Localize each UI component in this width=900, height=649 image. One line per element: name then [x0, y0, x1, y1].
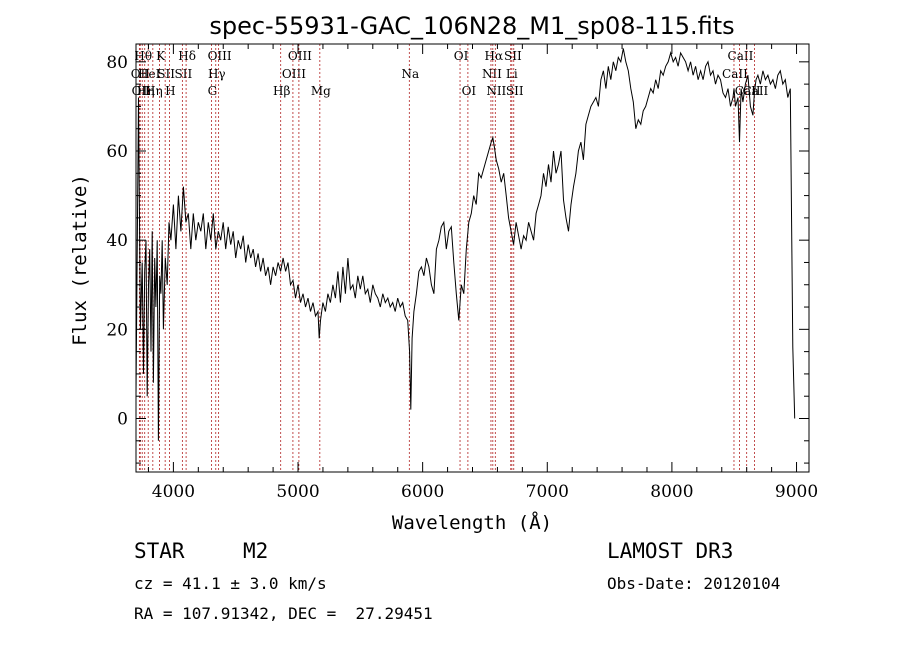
line-label-3: Hη	[137, 84, 155, 98]
x-tick-label-4000: 4000	[152, 482, 195, 502]
line-label-7: SII	[157, 67, 175, 81]
line-label-13: OIII	[208, 49, 232, 63]
redshift-cz: cz = 41.1 ± 3.0 km/s	[134, 574, 327, 593]
y-axis-label: Flux (relative)	[69, 174, 91, 346]
object-class: STAR	[134, 539, 185, 563]
object-subclass: M2	[243, 539, 269, 563]
ra-dec-coordinates: RA = 107.91342, DEC = 27.29451	[134, 604, 433, 623]
y-tick-label-40: 40	[106, 231, 128, 251]
x-tick-label-9000: 9000	[775, 482, 818, 502]
line-label-27: CaII	[722, 67, 748, 81]
line-label-22: Hα	[485, 49, 504, 63]
line-label-18: Na	[401, 67, 419, 81]
line-label-20: OI	[462, 84, 477, 98]
x-tick-label-8000: 8000	[650, 482, 693, 502]
line-label-19: OI	[454, 49, 469, 63]
line-label-2: Hθ	[134, 49, 152, 63]
line-label-16: OIII	[288, 49, 312, 63]
y-tick-label-60: 60	[106, 142, 128, 162]
line-label-14: Hβ	[273, 84, 290, 98]
line-label-8: H	[165, 84, 175, 98]
x-tick-label-7000: 7000	[526, 482, 569, 502]
y-tick-label-0: 0	[117, 410, 128, 430]
line-label-10: Hδ	[178, 49, 196, 63]
line-label-21: NII	[482, 67, 502, 81]
line-label-15: OIII	[282, 67, 306, 81]
line-label-9: SII	[175, 67, 193, 81]
x-tick-label-5000: 5000	[276, 482, 319, 502]
spectral-line-markers: OIIOIIHθHηHeIHηKSIIHSIIHδGHγOIIIHβOIIIOI…	[131, 44, 769, 472]
spectrum-line	[135, 48, 796, 441]
chart-title: spec-55931-GAC_106N28_M1_sp08-115.fits	[209, 12, 734, 40]
line-label-12: Hγ	[208, 67, 226, 81]
line-label-4: HeI	[138, 67, 161, 81]
line-label-28: CaII	[728, 49, 754, 63]
y-tick-label-80: 80	[106, 53, 128, 73]
plot-frame	[135, 43, 810, 473]
line-label-11: G	[208, 84, 218, 98]
survey-name: LAMOST DR3	[607, 539, 734, 563]
line-label-26: SII	[506, 84, 524, 98]
x-axis-label: Wavelength (Å)	[392, 511, 552, 534]
axis-ticks: 4000 5000 6000 7000 8000 9000 0 20 40 60 80	[106, 44, 818, 502]
x-tick-label-6000: 6000	[401, 482, 444, 502]
line-label-5: Hη	[145, 84, 163, 98]
line-label-6: K	[156, 49, 166, 63]
line-label-25: SII	[504, 49, 522, 63]
observation-date: Obs-Date: 20120104	[607, 574, 781, 593]
line-label-17: Mg	[311, 84, 331, 98]
y-tick-label-20: 20	[106, 320, 128, 340]
line-label-23: NII	[486, 84, 506, 98]
